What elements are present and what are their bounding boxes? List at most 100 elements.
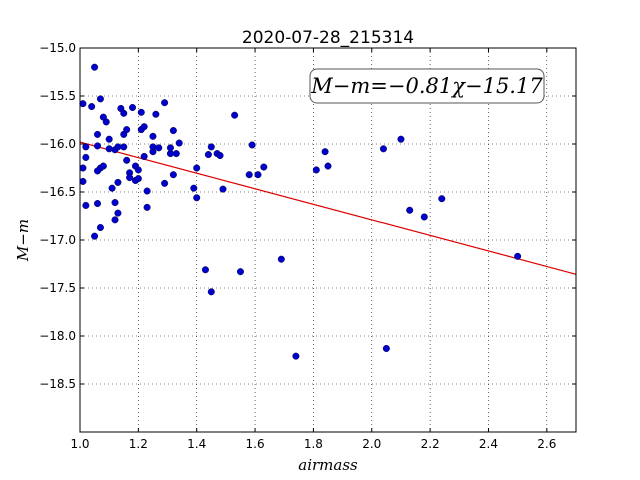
data-point [134, 175, 142, 183]
annotation-box [309, 68, 545, 104]
y-tick-label: −15.0 [39, 41, 76, 55]
data-point [91, 63, 99, 71]
data-point [397, 135, 405, 143]
data-point [105, 135, 113, 143]
data-point [172, 150, 180, 158]
y-tick-label: −15.5 [39, 89, 76, 103]
data-point [79, 177, 87, 185]
x-tick-label: 1.2 [129, 437, 148, 451]
data-point [129, 104, 137, 112]
data-point [88, 103, 96, 111]
data-point [166, 144, 174, 152]
fit-equation-annotation: M−m=−0.81χ−15.17 [310, 74, 543, 98]
data-point [236, 268, 244, 276]
chart-title: 2020-07-28_215314 [242, 28, 414, 48]
data-point [155, 144, 163, 152]
data-point [292, 352, 300, 360]
data-point [231, 111, 239, 119]
x-tick-label: 2.2 [421, 437, 440, 451]
data-point [79, 100, 87, 108]
data-point [204, 151, 212, 159]
data-point [94, 200, 102, 208]
x-axis: 1.0 1.2 1.4 1.6 1.8 2.0 2.2 2.4 2.6 [70, 48, 556, 451]
data-point [140, 123, 148, 131]
data-point [120, 143, 128, 151]
fit-line-group [79, 141, 577, 275]
y-tick-label: −16.5 [39, 185, 76, 199]
data-point [143, 187, 151, 195]
data-point [175, 139, 183, 147]
data-point [169, 171, 177, 179]
x-tick-label: 1.6 [246, 437, 265, 451]
y-tick-label: −18.0 [39, 329, 76, 343]
data-point [79, 164, 87, 172]
data-point [149, 143, 157, 151]
data-point [114, 178, 122, 186]
data-point [382, 344, 390, 352]
data-point [114, 209, 122, 217]
x-tick-label: 2.6 [537, 437, 556, 451]
data-point [514, 252, 522, 260]
y-tick-label: −17.0 [39, 233, 76, 247]
data-point [193, 194, 201, 202]
data-point [312, 166, 320, 174]
data-point [161, 99, 169, 107]
data-point [169, 127, 177, 135]
data-point [105, 145, 113, 153]
data-point [216, 152, 224, 160]
data-point [193, 164, 201, 172]
data-point [140, 152, 148, 160]
data-point [321, 148, 329, 156]
data-point [111, 216, 119, 224]
x-axis-label: airmass [298, 456, 358, 474]
y-axis: −15.0 −15.5 −16.0 −16.5 −17.0 −17.5 −18.0 −18.5 [39, 41, 576, 391]
data-point [190, 184, 198, 192]
data-point [277, 255, 285, 263]
fit-line [79, 141, 577, 275]
data-point [207, 143, 215, 151]
data-point [111, 199, 119, 207]
data-point [438, 195, 446, 203]
data-point [245, 171, 253, 179]
y-axis-label: M−m [14, 219, 32, 262]
data-point [99, 162, 107, 170]
data-point [114, 143, 122, 151]
x-tick-label: 2.0 [362, 437, 381, 451]
data-point [219, 185, 227, 193]
data-point [152, 110, 160, 118]
data-point [201, 266, 209, 274]
data-point [143, 203, 151, 211]
data-point [248, 141, 256, 149]
x-tick-label: 1.8 [304, 437, 323, 451]
data-point [134, 166, 142, 174]
data-point [254, 171, 262, 179]
data-point [420, 213, 428, 221]
data-point [123, 126, 131, 134]
data-point [149, 132, 157, 140]
data-point [123, 156, 131, 164]
data-point [324, 162, 332, 170]
data-point [96, 95, 104, 103]
data-point [102, 118, 110, 126]
x-tick-label: 2.4 [479, 437, 498, 451]
data-point [94, 167, 102, 175]
data-point [82, 143, 90, 151]
data-point [207, 288, 215, 296]
data-point [379, 145, 387, 153]
data-point [120, 109, 128, 117]
data-point [406, 206, 414, 214]
data-point [96, 224, 104, 232]
data-point [94, 142, 102, 150]
data-point [82, 153, 90, 161]
data-point [137, 108, 145, 116]
y-tick-label: −17.5 [39, 281, 76, 295]
data-point [260, 163, 268, 171]
data-point [94, 130, 102, 138]
data-point [126, 174, 134, 182]
data-point [108, 184, 116, 192]
y-tick-label: −18.5 [39, 377, 76, 391]
x-tick-label: 1.0 [70, 437, 89, 451]
data-point [91, 232, 99, 240]
data-point [161, 179, 169, 187]
